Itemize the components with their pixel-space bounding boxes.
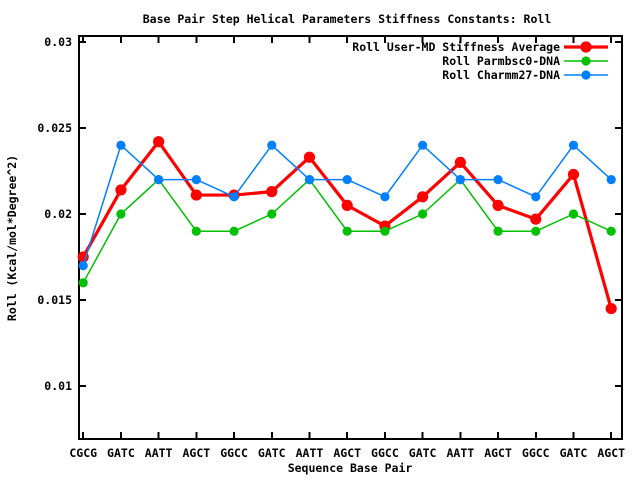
x-category-label: GGCC <box>220 446 248 460</box>
plot-border <box>78 35 623 440</box>
y-tick-label: 0.015 <box>37 293 72 307</box>
legend-marker <box>581 56 591 66</box>
legend-label: Roll Parmbsc0-DNA <box>442 54 560 68</box>
data-point-roll-charmm27-dna-AATT <box>455 175 465 185</box>
data-point-roll-charmm27-dna-GGCC <box>531 192 541 202</box>
data-point-roll-parmbsc0-dna-AGCT <box>493 226 503 236</box>
x-category-label: AGCT <box>182 446 210 460</box>
data-point-roll-user-md-stiffness-average-GATC <box>115 184 127 196</box>
data-point-roll-charmm27-dna-GATC <box>418 140 428 150</box>
data-point-roll-user-md-stiffness-average-AATT <box>303 151 316 163</box>
data-point-roll-charmm27-dna-GATC <box>568 140 579 150</box>
x-category-label: AGCT <box>484 446 512 460</box>
data-point-roll-charmm27-dna-AGCT <box>606 175 616 185</box>
y-tick-labels: 0.01 0.015 0.02 0.025 0.03 <box>37 35 72 393</box>
legend-entry-roll-charmm27-dna: Roll Charmm27-DNA <box>442 68 608 82</box>
data-point-roll-user-md-stiffness-average-AATT <box>153 136 165 148</box>
data-point-roll-user-md-stiffness-average-GATC <box>567 168 580 181</box>
data-point-roll-user-md-stiffness-average-AATT <box>454 156 466 168</box>
data-point-roll-parmbsc0-dna-GATC <box>418 209 428 219</box>
y-tick-label: 0.02 <box>44 207 72 221</box>
data-point-roll-parmbsc0-dna-GGCC <box>380 226 390 236</box>
series-line-roll-user-md-stiffness-average <box>81 140 613 311</box>
data-point-roll-charmm27-dna-AATT <box>304 175 315 185</box>
series-markers-roll-charmm27-dna <box>78 140 616 271</box>
x-axis-label: Sequence Base Pair <box>288 461 413 475</box>
data-point-roll-parmbsc0-dna-GATC <box>267 209 277 219</box>
data-point-roll-charmm27-dna-GATC <box>267 140 277 150</box>
y-tick-label: 0.03 <box>44 35 72 49</box>
legend-entry-roll-parmbsc0-dna: Roll Parmbsc0-DNA <box>442 54 608 68</box>
x-axis-ticks <box>82 36 613 439</box>
data-point-roll-parmbsc0-dna-GATC <box>116 209 126 219</box>
x-category-label: GATC <box>107 446 135 460</box>
data-point-roll-user-md-stiffness-average-AGCT <box>605 303 617 315</box>
data-point-roll-user-md-stiffness-average-AGCT <box>492 199 504 211</box>
legend-label: Roll Charmm27-DNA <box>442 68 560 82</box>
data-point-roll-charmm27-dna-AGCT <box>493 175 503 185</box>
x-category-label: GATC <box>258 446 286 460</box>
plot-border-box <box>78 35 623 440</box>
series-markers-roll-user-md-stiffness-average <box>77 136 617 315</box>
x-category-label: GGCC <box>371 446 399 460</box>
data-point-roll-charmm27-dna-GATC <box>116 140 126 150</box>
x-category-label: AGCT <box>333 446 361 460</box>
y-axis-label: Roll (Kcal/mol*Degree^2) <box>5 155 19 321</box>
data-point-roll-charmm27-dna-AGCT <box>191 175 201 185</box>
series-markers-roll-parmbsc0-dna <box>78 175 616 288</box>
x-category-label: AATT <box>446 446 474 460</box>
data-point-roll-parmbsc0-dna-AGCT <box>191 226 201 236</box>
data-point-roll-parmbsc0-dna-GGCC <box>229 226 239 236</box>
data-point-roll-user-md-stiffness-average-GATC <box>266 186 278 198</box>
legend-marker <box>581 70 591 80</box>
legend-label: Roll User-MD Stiffness Average <box>352 40 560 54</box>
x-category-label: GATC <box>560 446 588 460</box>
x-category-label: CGCG <box>69 446 97 460</box>
x-category-label: AATT <box>296 446 324 460</box>
data-point-roll-parmbsc0-dna-AGCT <box>342 226 352 236</box>
data-point-roll-user-md-stiffness-average-GGCC <box>530 213 542 225</box>
data-point-roll-user-md-stiffness-average-AGCT <box>341 199 353 211</box>
chart-title: Base Pair Step Helical Parameters Stiffn… <box>143 12 552 26</box>
x-category-label: AATT <box>145 446 173 460</box>
data-point-roll-parmbsc0-dna-GATC <box>568 209 579 219</box>
legend-marker <box>580 41 592 53</box>
x-category-label: AGCT <box>597 446 625 460</box>
data-point-roll-parmbsc0-dna-GGCC <box>531 226 541 236</box>
data-point-roll-charmm27-dna-CGCG <box>78 261 88 271</box>
data-point-roll-parmbsc0-dna-CGCG <box>78 278 88 288</box>
data-point-roll-charmm27-dna-AATT <box>154 175 164 185</box>
y-tick-label: 0.025 <box>37 121 72 135</box>
data-point-roll-user-md-stiffness-average-GATC <box>417 191 429 203</box>
x-category-label: GGCC <box>522 446 550 460</box>
legend-entry-roll-user-md-stiffness-average: Roll User-MD Stiffness Average <box>352 40 608 54</box>
x-category-label: GATC <box>409 446 437 460</box>
data-point-roll-charmm27-dna-GGCC <box>229 192 239 202</box>
data-point-roll-charmm27-dna-GGCC <box>380 192 390 202</box>
data-point-roll-parmbsc0-dna-AGCT <box>606 226 616 236</box>
x-category-labels: CGCG GATC AATT AGCT GGCC GATC AATT AGCT GGCC GATC… <box>69 446 625 460</box>
data-point-roll-user-md-stiffness-average-AGCT <box>190 189 202 201</box>
data-point-roll-charmm27-dna-AGCT <box>342 175 352 185</box>
data-series <box>77 136 617 315</box>
y-axis-ticks <box>79 41 622 387</box>
y-tick-label: 0.01 <box>44 379 72 393</box>
